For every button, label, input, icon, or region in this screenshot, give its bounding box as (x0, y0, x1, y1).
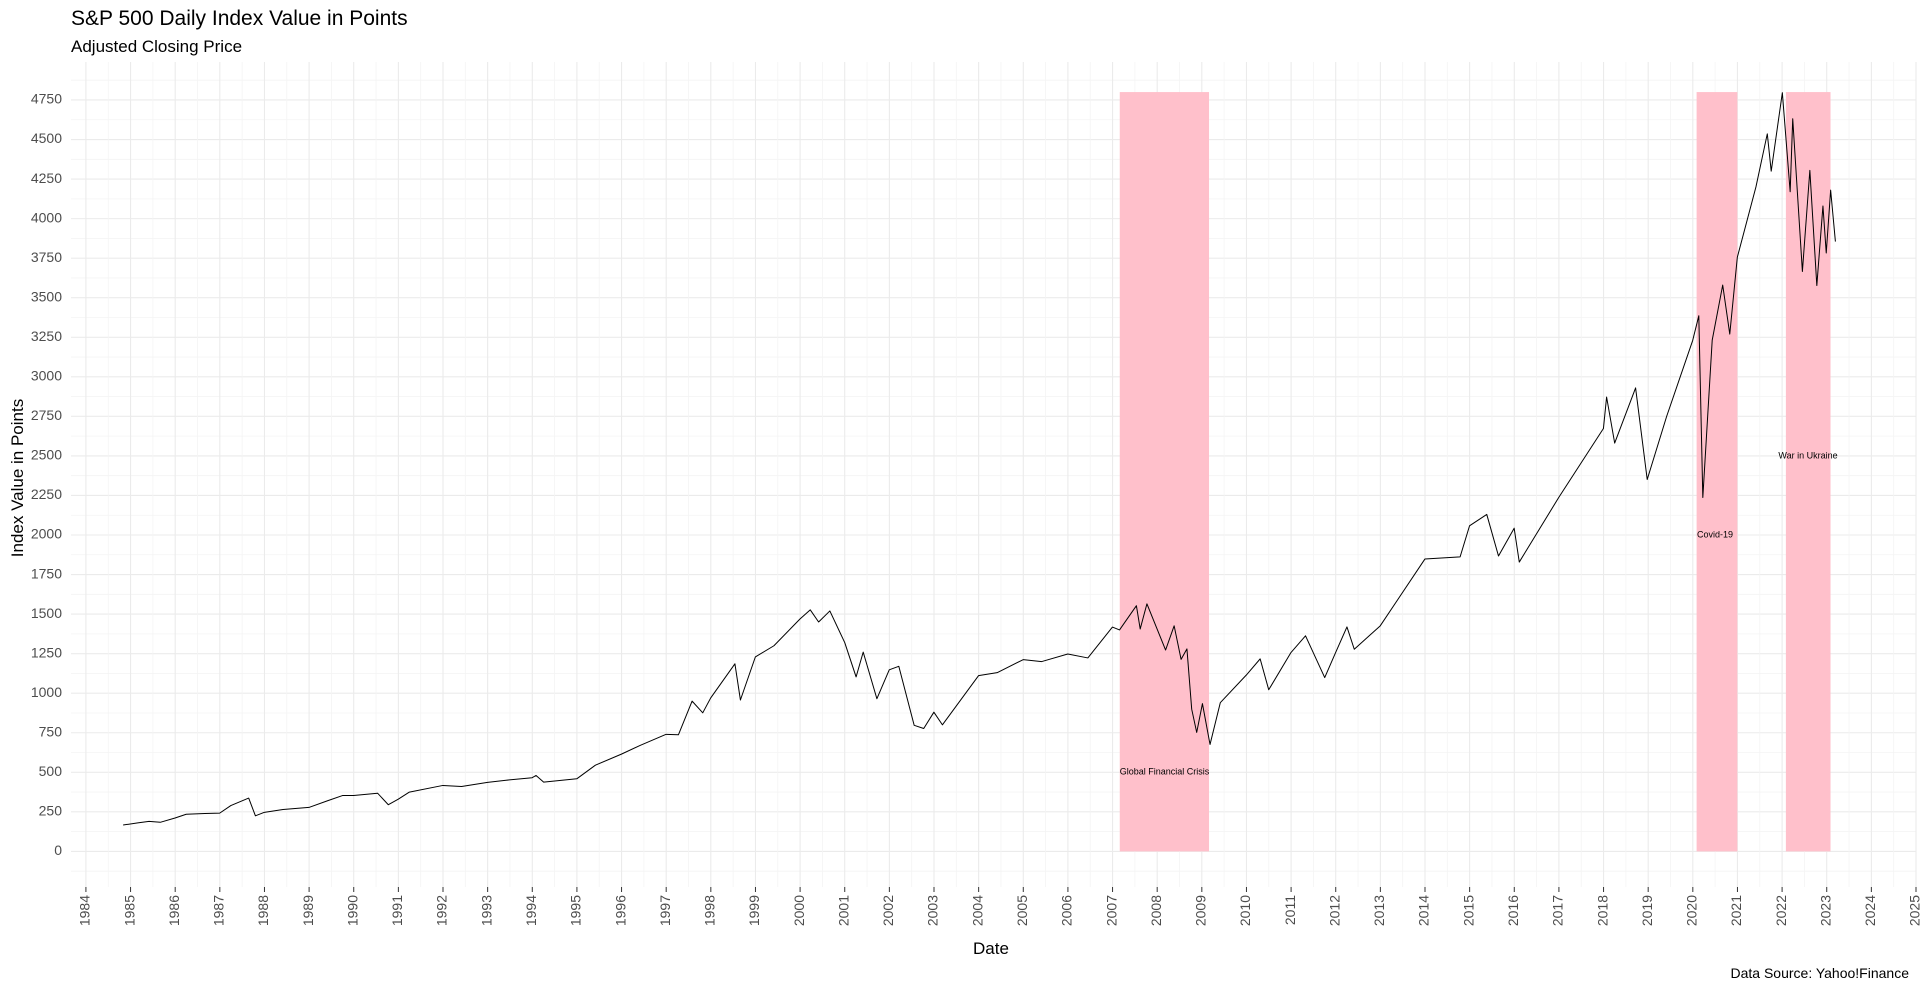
y-axis-title: Index Value in Points (8, 399, 27, 557)
y-tick-label: 1750 (31, 565, 62, 581)
y-tick-label: 1250 (31, 644, 62, 660)
chart-title: S&P 500 Daily Index Value in Points (71, 7, 408, 30)
x-tick-label: 2008 (1148, 895, 1164, 926)
x-tick-label: 2006 (1059, 895, 1075, 926)
x-tick-label: 1986 (166, 895, 182, 926)
x-tick-label: 1993 (478, 895, 494, 926)
x-tick-label: 2022 (1773, 895, 1789, 926)
x-tick-label: 2025 (1907, 895, 1920, 926)
annotation-labels: Global Financial Crisis Covid-19 War in Uk… (1120, 450, 1838, 776)
x-tick-label: 1992 (434, 895, 450, 926)
y-tick-label: 2750 (31, 407, 62, 423)
event-label: Global Financial Crisis (1120, 767, 1210, 777)
x-tick-label: 2014 (1416, 895, 1432, 926)
x-tick-label: 1996 (612, 895, 628, 926)
x-tick-label: 2024 (1862, 895, 1878, 926)
x-tick-label: 1984 (77, 895, 93, 926)
x-tick-label: 1988 (255, 895, 271, 926)
y-tick-label: 2250 (31, 486, 62, 502)
y-tick-label: 4000 (31, 209, 62, 225)
x-tick-label: 1987 (211, 895, 227, 926)
x-tick-label: 2009 (1193, 895, 1209, 926)
x-tick-label: 2001 (835, 895, 851, 926)
x-tick-label: 2012 (1326, 895, 1342, 926)
event-region (1119, 92, 1210, 852)
x-tick-label: 1991 (389, 895, 405, 926)
y-axis-ticks: 0 250 500 750 1000 1250 1500 1750 2000 2250 2500 27… (31, 91, 62, 858)
y-tick-label: 3250 (31, 328, 62, 344)
x-tick-label: 2004 (969, 895, 985, 926)
x-tick-label: 1989 (300, 895, 316, 926)
x-tick-label: 2017 (1550, 895, 1566, 926)
x-tick-label: 2015 (1460, 895, 1476, 926)
x-tick-label: 2007 (1103, 895, 1119, 926)
x-tick-label: 2023 (1817, 895, 1833, 926)
y-tick-label: 4750 (31, 91, 62, 107)
x-tick-label: 2000 (791, 895, 807, 926)
chart-caption: Data Source: Yahoo!Finance (1730, 965, 1910, 981)
x-tick-label: 1985 (121, 895, 137, 926)
x-tick-label: 2016 (1505, 895, 1521, 926)
x-tick-label: 2005 (1014, 895, 1030, 926)
y-tick-label: 750 (39, 723, 63, 739)
x-tick-label: 2021 (1728, 895, 1744, 926)
event-label: War in Ukraine (1778, 450, 1837, 460)
x-tick-label: 2011 (1282, 895, 1298, 925)
y-tick-label: 4250 (31, 170, 62, 186)
x-tick-label: 1990 (344, 895, 360, 926)
event-region (1696, 92, 1738, 852)
chart-subtitle: Adjusted Closing Price (71, 37, 243, 56)
x-tick-label: 2013 (1371, 895, 1387, 926)
x-tick-label: 2010 (1237, 895, 1253, 926)
x-tick-label: 1997 (657, 895, 673, 926)
x-tick-label: 1998 (702, 895, 718, 926)
y-tick-label: 1500 (31, 605, 62, 621)
x-axis-ticks: 1984 1985 1986 1987 1988 1989 1990 1991 1992 1993… (77, 887, 1920, 926)
x-tick-label: 2018 (1594, 895, 1610, 926)
x-tick-label: 1994 (523, 895, 539, 926)
x-tick-label: 1999 (746, 895, 762, 926)
y-tick-label: 0 (54, 842, 62, 858)
annotation-regions (1119, 92, 1831, 852)
x-axis-title: Date (973, 939, 1009, 958)
y-tick-label: 3750 (31, 249, 62, 265)
x-tick-label: 2003 (925, 895, 941, 926)
y-tick-label: 2500 (31, 447, 62, 463)
event-label: Covid-19 (1697, 529, 1733, 539)
y-tick-label: 1000 (31, 684, 62, 700)
grid (71, 62, 1917, 887)
y-tick-label: 3000 (31, 368, 62, 384)
y-tick-label: 4500 (31, 130, 62, 146)
x-tick-label: 2002 (880, 895, 896, 926)
event-region (1785, 92, 1831, 852)
x-tick-label: 2020 (1684, 895, 1700, 926)
y-tick-label: 2000 (31, 526, 62, 542)
y-tick-label: 250 (39, 803, 63, 819)
x-tick-label: 1995 (568, 895, 584, 926)
series-group (123, 92, 1836, 826)
y-tick-label: 500 (39, 763, 63, 779)
y-tick-label: 3500 (31, 288, 62, 304)
price-line (123, 92, 1836, 826)
x-tick-label: 2019 (1639, 895, 1655, 926)
